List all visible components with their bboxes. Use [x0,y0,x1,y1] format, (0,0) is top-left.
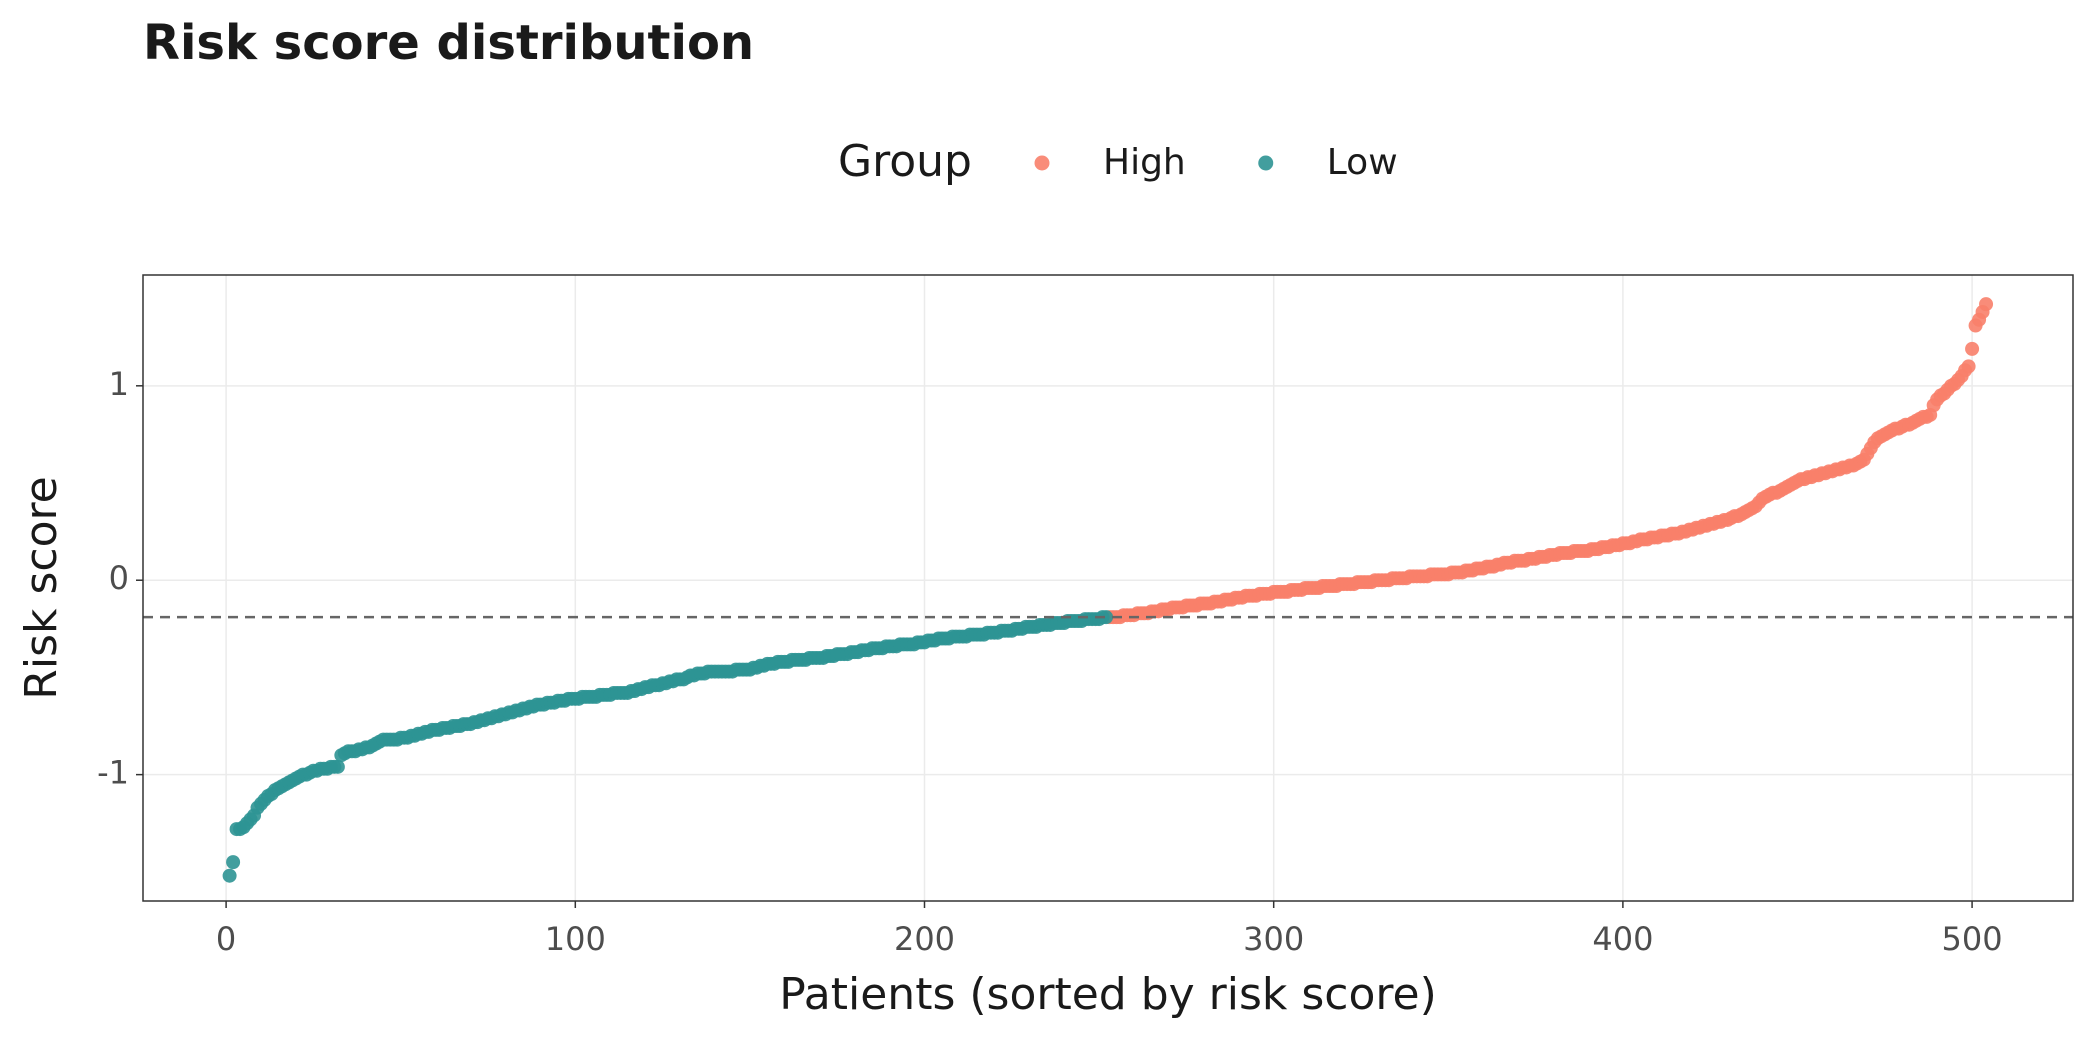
x-tick-label: 100 [545,920,606,958]
point [222,868,237,883]
legend-marker [1258,155,1274,171]
y-tick-label: 1 [109,365,129,403]
plot-border [142,274,2074,902]
y-tick-label: -1 [97,754,129,792]
point [1099,610,1114,625]
x-tick-label: 400 [1592,920,1653,958]
point [330,759,345,774]
point [1979,297,1994,312]
series [1102,297,1994,625]
legend-label: High [1103,142,1186,183]
x-tick-label: 300 [1243,920,1304,958]
legend-marker [1034,155,1050,171]
y-axis-title: Risk score [16,476,67,699]
legend-label: Low [1327,142,1398,183]
point [226,855,241,870]
x-axis-title: Patients (sorted by risk score) [779,969,1437,1020]
chart-title: Risk score distribution [143,15,754,71]
y-tick-label: 0 [109,559,129,597]
x-tick-label: 0 [216,920,236,958]
x-tick-label: 500 [1942,920,2003,958]
point [1965,341,1980,356]
point [1961,359,1976,374]
x-tick-label: 200 [894,920,955,958]
series [222,610,1114,883]
legend-title: Group [838,136,972,187]
